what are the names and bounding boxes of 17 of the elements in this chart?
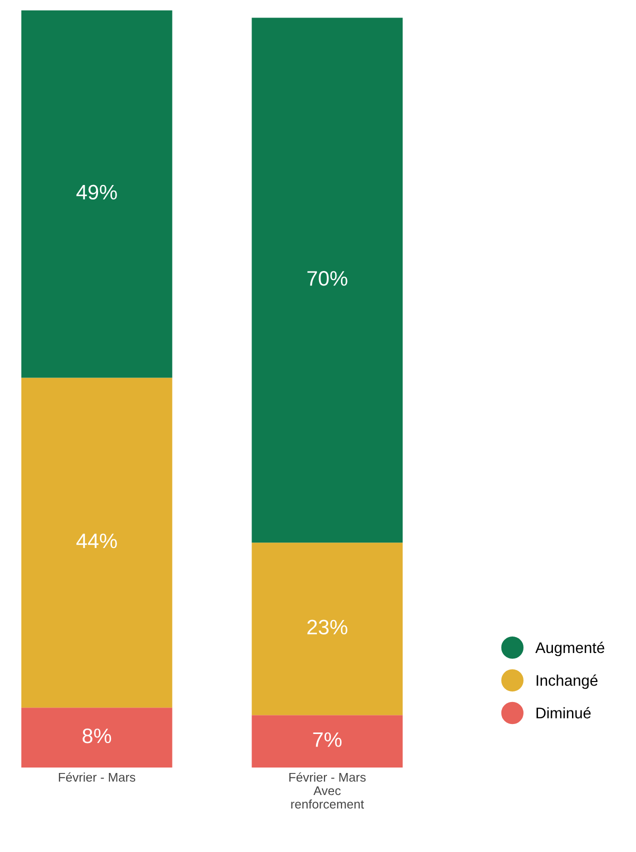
data-label: 23%: [307, 620, 348, 635]
bar: [21, 10, 172, 378]
data-label: 7%: [313, 732, 342, 747]
x-tick-label: Février - Mars Avec renforcement: [289, 772, 366, 809]
data-label: 8%: [82, 728, 112, 744]
data-label: 49%: [76, 184, 117, 200]
bar: [252, 18, 403, 543]
bar: [252, 542, 403, 716]
bar: [21, 708, 172, 768]
legend-label: Inchangé: [536, 674, 598, 689]
data-label: 44%: [76, 534, 117, 548]
data-label: 70%: [307, 271, 348, 286]
legend-label: Augmenté: [535, 642, 604, 656]
x-tick-label: Février - Mars: [58, 772, 136, 782]
legend-label: Diminué: [536, 707, 591, 718]
bar: [252, 715, 403, 768]
bar: [21, 378, 172, 708]
